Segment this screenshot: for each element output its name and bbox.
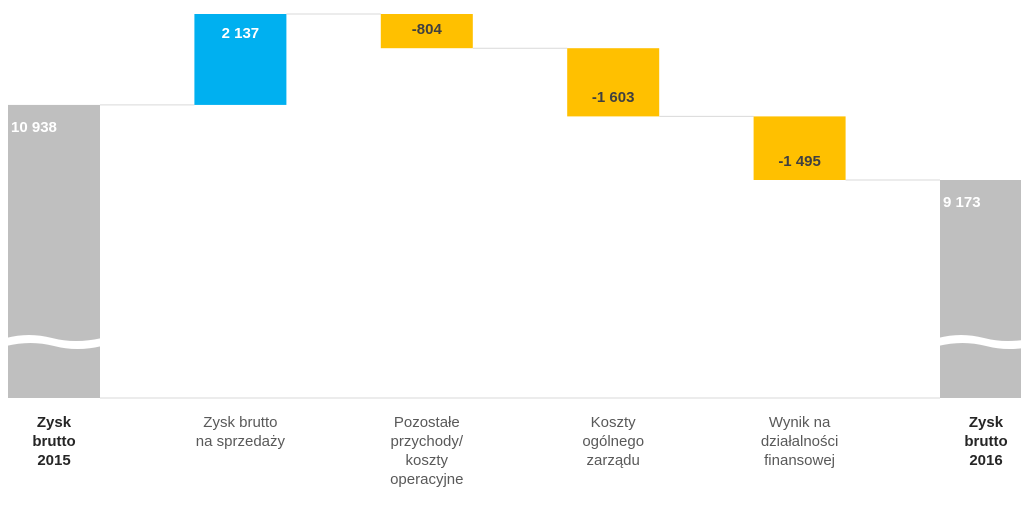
bar [8, 104, 100, 398]
category-label: Zysk brutto 2015 [32, 414, 76, 469]
category-label: Zysk brutto 2016 [964, 414, 1008, 469]
value-label: -1 603 [591, 89, 635, 107]
bar [194, 14, 287, 105]
axis-break [938, 335, 1021, 349]
value-label: -1 495 [778, 153, 821, 170]
bar [567, 48, 660, 117]
category-label: Pozostałe przychody/ koszty operacyjne [390, 414, 464, 488]
value-label: 10 938 [11, 118, 57, 136]
bar [753, 116, 846, 180]
value-label: 2 137 [221, 25, 260, 42]
bar [380, 14, 473, 49]
category-label: Koszty ogólnego zarządu [582, 414, 645, 469]
category-label: Zysk brutto na sprzedaży [195, 414, 285, 450]
value-label: 9 173 [943, 194, 981, 211]
bar [940, 180, 1021, 398]
axis-break [6, 335, 102, 349]
category-label: Wynik na działalności finansowej [760, 414, 839, 469]
value-label: -804 [411, 21, 442, 39]
